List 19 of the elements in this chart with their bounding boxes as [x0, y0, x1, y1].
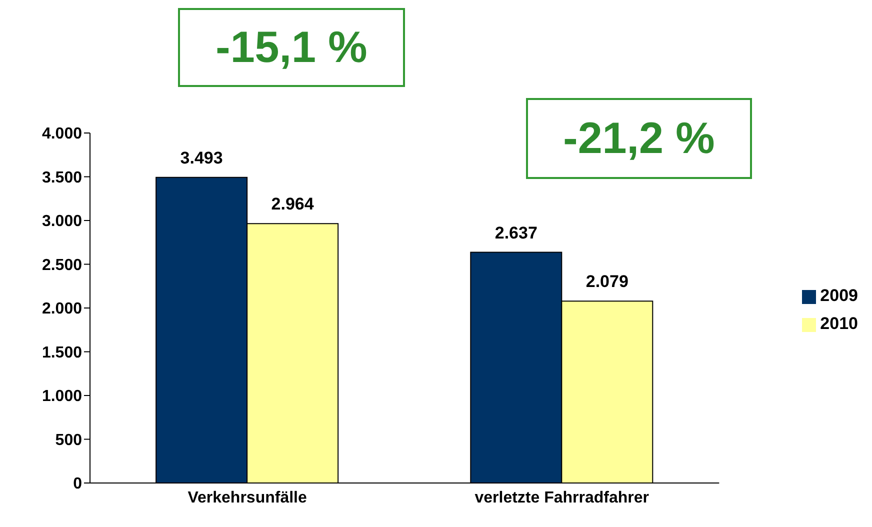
legend-label: 2009	[820, 286, 858, 305]
data-label: 2.964	[271, 194, 314, 214]
framed-label: -15,1 %	[178, 8, 405, 87]
y-tick-label: 3.000	[42, 213, 82, 230]
x-tick-label: verletzte Fahrradfahrer	[474, 489, 650, 506]
y-tick-label: 3.500	[42, 169, 82, 186]
y-tick-label: 2.000	[42, 300, 82, 318]
framed-label: -21,2 %	[526, 98, 752, 179]
y-tick-label: 1.000	[42, 388, 82, 406]
data-label: 2.079	[586, 272, 628, 292]
y-tick-label: 1.500	[42, 344, 82, 362]
data-label: 2.637	[494, 223, 538, 242]
y-tick-label: 4.000	[42, 126, 82, 143]
x-tick-label: Verkehrsunfälle	[188, 489, 307, 506]
y-tick-label: 0	[73, 476, 82, 493]
legend-label: 2010	[820, 314, 858, 333]
data-label: 3.493	[180, 148, 223, 168]
y-tick-label: 2.500	[42, 256, 82, 274]
y-tick-label: 500	[55, 432, 82, 449]
